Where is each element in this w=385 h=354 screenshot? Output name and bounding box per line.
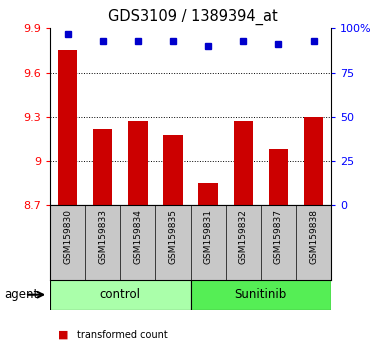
Text: GSM159832: GSM159832 [239, 209, 248, 264]
Text: GSM159831: GSM159831 [204, 209, 213, 264]
Bar [128, 121, 147, 205]
Text: Sunitinib: Sunitinib [235, 288, 287, 301]
Bar [234, 121, 253, 205]
FancyBboxPatch shape [191, 280, 331, 310]
FancyBboxPatch shape [50, 280, 191, 310]
Text: agent: agent [4, 288, 38, 301]
Text: GSM159830: GSM159830 [63, 209, 72, 264]
Text: GSM159835: GSM159835 [169, 209, 177, 264]
Text: GDS3109 / 1389394_at: GDS3109 / 1389394_at [108, 9, 277, 25]
Text: GSM159838: GSM159838 [309, 209, 318, 264]
Bar [269, 149, 288, 205]
Text: GSM159833: GSM159833 [98, 209, 107, 264]
Text: GSM159834: GSM159834 [133, 209, 142, 264]
Bar [199, 183, 218, 205]
Text: ■: ■ [58, 330, 68, 339]
Text: control: control [100, 288, 141, 301]
Bar [304, 117, 323, 205]
Text: GSM159837: GSM159837 [274, 209, 283, 264]
Bar [58, 51, 77, 205]
Bar [93, 129, 112, 205]
Bar [163, 135, 182, 205]
Text: transformed count: transformed count [77, 330, 168, 339]
